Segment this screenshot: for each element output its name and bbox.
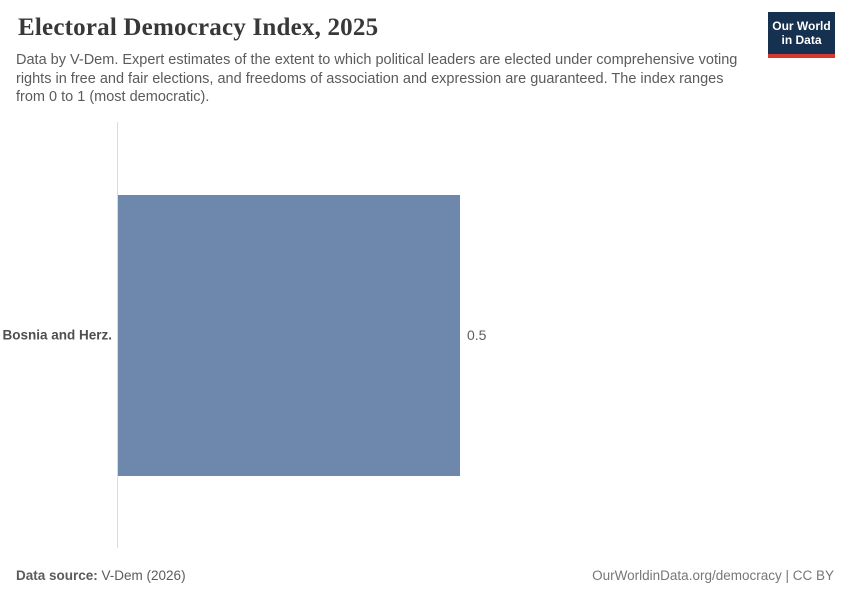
owid-logo: Our World in Data <box>768 12 835 58</box>
data-source-value: V-Dem (2026) <box>97 568 186 583</box>
data-source: Data source: V-Dem (2026) <box>16 568 186 583</box>
logo-line-2: in Data <box>781 33 822 47</box>
y-axis-line <box>117 122 118 548</box>
bar[interactable] <box>118 195 460 476</box>
chart-subtitle: Data by V-Dem. Expert estimates of the e… <box>16 52 738 105</box>
entity-label: Bosnia and Herz. <box>2 327 112 343</box>
value-label: 0.5 <box>467 327 487 343</box>
attribution-link[interactable]: OurWorldinData.org/democracy | CC BY <box>592 568 834 583</box>
page-title: Electoral Democracy Index, 2025 <box>18 14 379 41</box>
chart-footer: Data source: V-Dem (2026) OurWorldinData… <box>16 568 834 583</box>
logo-line-1: Our World <box>772 19 831 33</box>
data-source-label: Data source: <box>16 568 98 583</box>
